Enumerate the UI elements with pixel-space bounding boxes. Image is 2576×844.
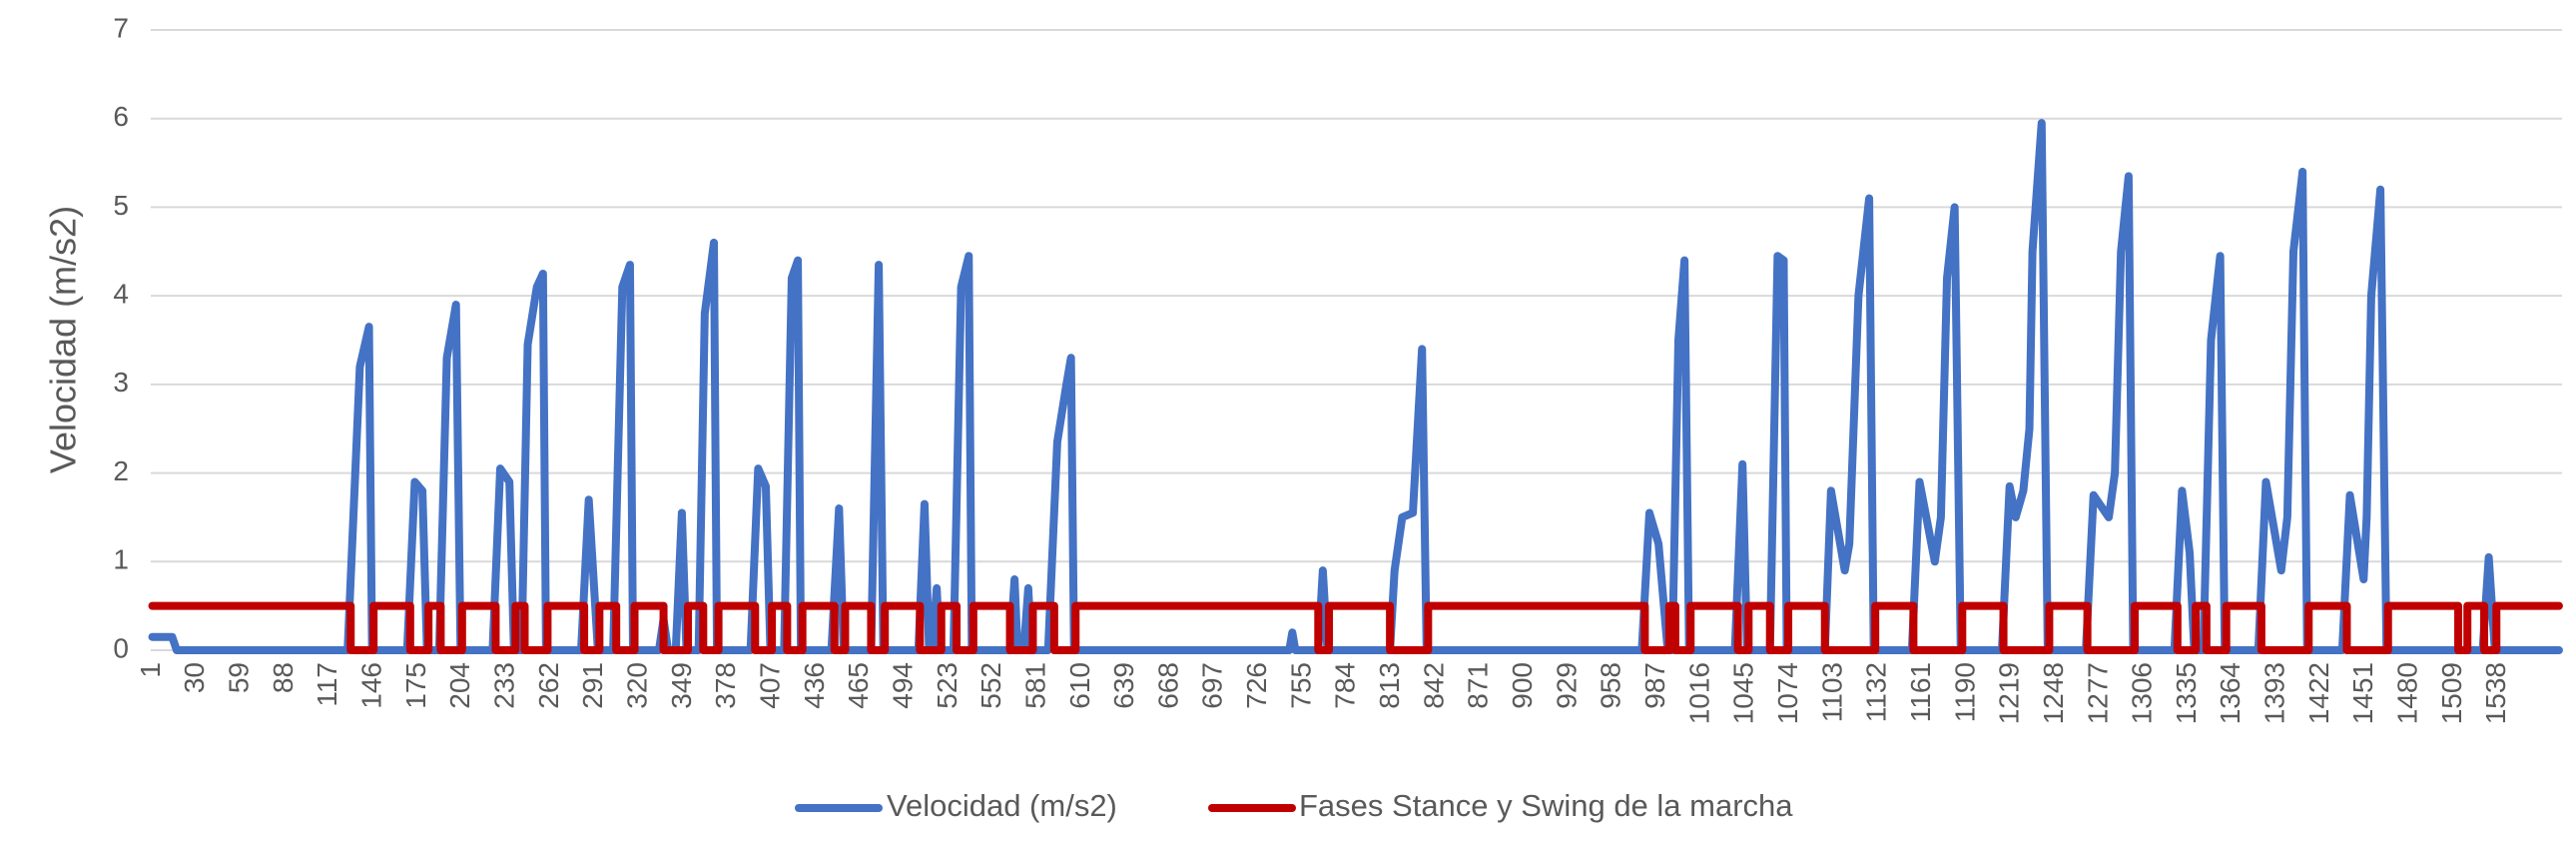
y-tick-label: 4	[113, 279, 129, 310]
x-tick-label: 88	[268, 662, 299, 693]
x-tick-label: 349	[666, 662, 697, 709]
x-tick-label: 523	[932, 662, 963, 709]
x-tick-label: 697	[1197, 662, 1228, 709]
x-tick-label: 1335	[2171, 662, 2202, 724]
x-tick-label: 204	[444, 662, 475, 709]
x-tick-label: 146	[356, 662, 387, 709]
x-tick-label: 1393	[2259, 662, 2290, 724]
x-tick-label: 1451	[2347, 662, 2378, 724]
x-tick-label: 813	[1374, 662, 1405, 709]
x-tick-label: 233	[489, 662, 520, 709]
x-tick-label: 1248	[2038, 662, 2069, 724]
x-tick-label: 871	[1463, 662, 1494, 709]
y-tick-label: 3	[113, 367, 129, 398]
legend-label: Fases Stance y Swing de la marcha	[1299, 788, 1793, 823]
x-tick-label: 1509	[2436, 662, 2467, 724]
x-tick-label: 755	[1285, 662, 1316, 709]
x-tick-label: 59	[224, 662, 255, 693]
x-tick-label: 436	[799, 662, 830, 709]
x-tick-label: 465	[843, 662, 874, 709]
y-tick-label: 7	[113, 12, 129, 43]
x-tick-label: 407	[754, 662, 785, 709]
y-axis-title: Velocidad (m/s2)	[43, 206, 84, 473]
data-line	[148, 119, 2563, 654]
x-tick-label: 987	[1639, 662, 1670, 709]
x-tick-label: 1219	[1994, 662, 2025, 724]
y-tick-label: 5	[113, 190, 129, 221]
x-tick-label: 929	[1551, 662, 1582, 709]
x-tick-label: 668	[1152, 662, 1183, 709]
x-tick-label: 262	[533, 662, 564, 709]
x-tick-label: 842	[1418, 662, 1449, 709]
x-tick-label: 494	[887, 662, 918, 709]
x-tick-label: 1538	[2480, 662, 2511, 724]
x-tick-label: 1161	[1905, 662, 1936, 722]
x-tick-label: 1364	[2215, 662, 2246, 724]
data-line	[148, 601, 2563, 654]
x-tick-label: 1045	[1728, 662, 1759, 724]
x-tick-label: 958	[1596, 662, 1626, 709]
x-tick-label: 784	[1330, 662, 1361, 709]
x-tick-label: 900	[1507, 662, 1538, 709]
x-tick-label: 1016	[1683, 662, 1714, 724]
x-tick-label: 581	[1019, 662, 1050, 709]
y-tick-label: 1	[113, 544, 129, 575]
x-tick-label: 320	[622, 662, 653, 709]
x-tick-label: 726	[1241, 662, 1272, 709]
x-tick-label: 1306	[2127, 662, 2158, 724]
x-tick-label: 1422	[2303, 662, 2334, 724]
x-tick-label: 1480	[2392, 662, 2423, 724]
x-tick-label: 30	[179, 662, 210, 693]
x-tick-label: 1103	[1816, 662, 1847, 722]
x-tick-label: 1132	[1861, 662, 1892, 722]
x-tick-label: 610	[1064, 662, 1095, 709]
y-tick-label: 2	[113, 455, 129, 486]
legend-label: Velocidad (m/s2)	[887, 788, 1117, 823]
y-tick-label: 0	[113, 632, 129, 663]
x-tick-label: 117	[312, 662, 342, 707]
x-tick-label: 639	[1108, 662, 1139, 709]
x-tick-label: 378	[710, 662, 741, 709]
x-tick-label: 1	[135, 662, 166, 678]
x-tick-label: 552	[975, 662, 1006, 709]
x-tick-label: 291	[577, 662, 608, 709]
x-tick-label: 1190	[1949, 662, 1980, 722]
x-tick-label: 1074	[1772, 662, 1803, 724]
x-tick-label: 175	[400, 662, 431, 709]
y-tick-label: 6	[113, 101, 129, 132]
x-tick-label: 1277	[2082, 662, 2113, 724]
